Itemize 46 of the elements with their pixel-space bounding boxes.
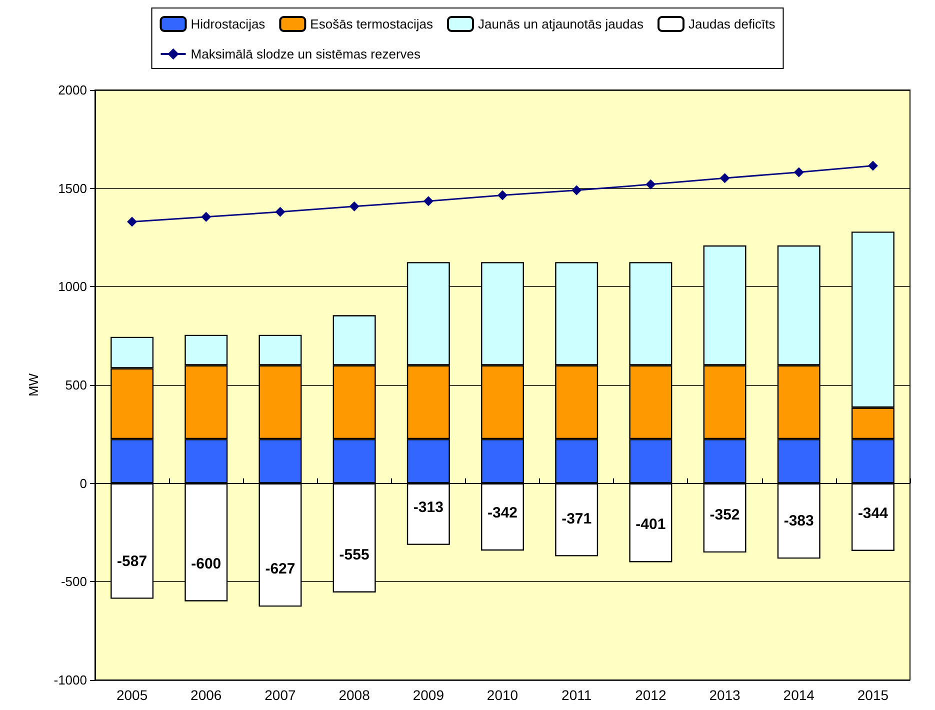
x-tick-label: 2006 — [190, 687, 222, 703]
x-tick-label: 2011 — [562, 687, 592, 703]
x-tick-label: 2005 — [116, 687, 148, 703]
point — [720, 173, 730, 184]
data-label: -313 — [413, 498, 444, 516]
legend-label: Jaudas deficīts — [688, 16, 776, 32]
point — [498, 190, 508, 200]
data-label: -352 — [710, 506, 740, 524]
point — [572, 185, 582, 196]
x-tick-label: 2012 — [635, 687, 666, 703]
y-tick-label: 500 — [65, 378, 87, 392]
x-tick-label: 2009 — [412, 687, 444, 703]
data-label: -344 — [858, 504, 889, 522]
data-label: -401 — [636, 516, 666, 534]
y-axis-title: MW — [26, 372, 41, 397]
point — [275, 206, 286, 217]
y-tick-label: -500 — [60, 574, 87, 590]
data-label: -587 — [117, 552, 148, 570]
y-tick-label: 1500 — [58, 180, 87, 196]
data-label: -555 — [339, 546, 370, 564]
y-tick-label: 0 — [80, 476, 87, 491]
point — [201, 212, 212, 222]
point — [646, 179, 656, 190]
point — [423, 196, 434, 206]
x-tick-label: 2008 — [338, 687, 370, 703]
legend-label: Maksimālā slodze un sistēmas rezerves — [190, 46, 422, 62]
data-label: -627 — [265, 560, 296, 578]
data-label: -600 — [191, 555, 222, 572]
x-tick-label: 2014 — [783, 687, 815, 703]
legend-label: Jaunās un atjaunotās jaudas — [478, 16, 644, 32]
point — [127, 216, 138, 227]
x-tick-label: 2015 — [857, 687, 889, 703]
data-label: -383 — [784, 512, 814, 530]
legend-label: Hidrostacijas — [190, 16, 266, 32]
point — [868, 160, 878, 171]
data-label: -342 — [487, 504, 518, 522]
point — [349, 201, 360, 212]
y-tick-label: -1000 — [54, 672, 87, 688]
x-tick-label: 2013 — [709, 687, 741, 703]
data-label: -371 — [562, 510, 592, 528]
legend-label: Esošās termostacijas — [310, 16, 434, 32]
point — [794, 167, 804, 178]
x-tick-label: 2010 — [486, 687, 518, 703]
x-tick-label: 2007 — [264, 687, 296, 703]
y-tick-label: 2000 — [58, 82, 87, 98]
y-tick-label: 1000 — [58, 279, 87, 294]
